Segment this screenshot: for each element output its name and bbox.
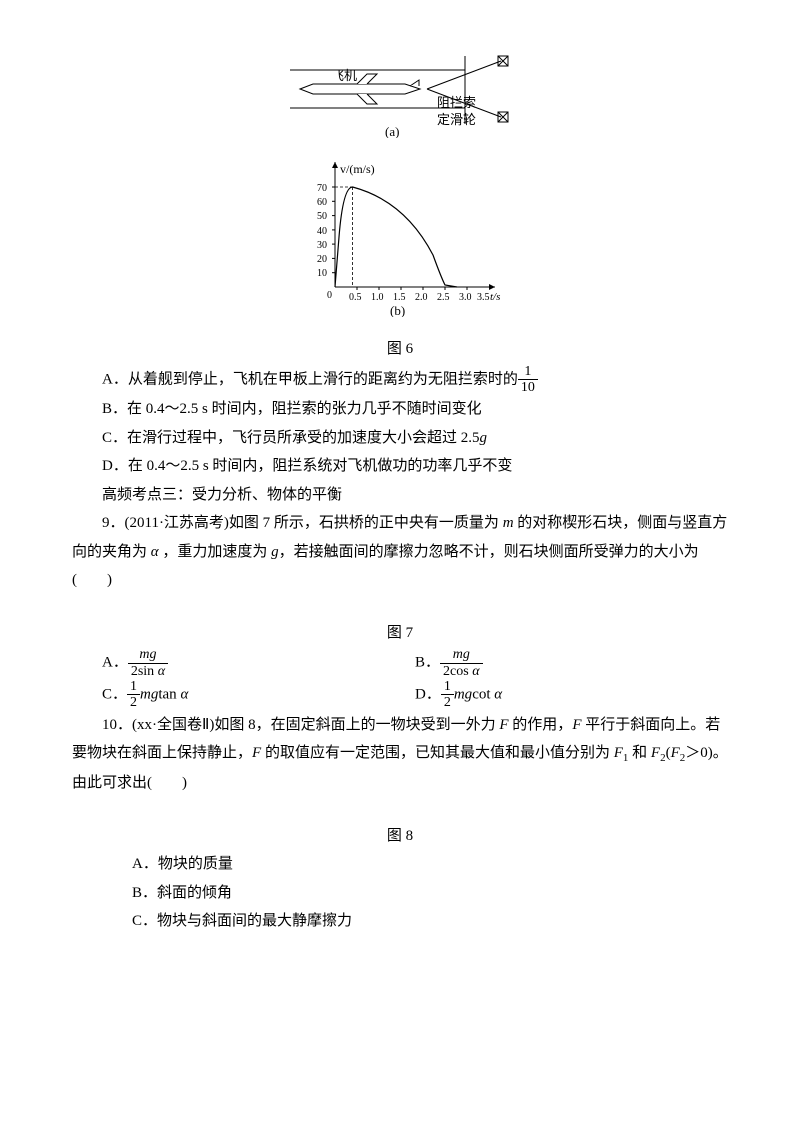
svg-text:20: 20: [317, 254, 327, 265]
option-c: C．在滑行过程中，飞行员所承受的加速度大小会超过 2.5g: [72, 424, 728, 453]
svg-text:70: 70: [317, 183, 327, 194]
fig6-caption: 图 6: [72, 335, 728, 364]
option-a-line: A．从着舰到停止，飞机在甲板上滑行的距离约为无阻拦索时的110: [72, 364, 728, 396]
option-a-text: A．从着舰到停止，飞机在甲板上滑行的距离约为无阻拦索时的: [102, 371, 518, 387]
cable-label: 阻拦索: [437, 95, 476, 110]
q9-opt-d: D．12mgcot α: [415, 679, 728, 711]
option-d: D．在 0.4～2.5 s 时间内，阻拦系统对飞机做功的功率几乎不变: [72, 452, 728, 481]
fig7-caption: 图 7: [72, 619, 728, 648]
svg-text:1.5: 1.5: [393, 292, 406, 303]
graph-xlabel: t/s: [490, 291, 500, 303]
q9-opt-b: B．mg2cos α: [415, 647, 728, 679]
question-9: 9．(2011·江苏高考)如图 7 所示，石拱桥的正中央有一质量为 m 的对称楔…: [72, 509, 728, 595]
topic-3: 高频考点三：受力分析、物体的平衡: [72, 481, 728, 510]
pulley-label: 定滑轮: [437, 112, 476, 127]
svg-text:0.5: 0.5: [349, 292, 362, 303]
svg-text:0: 0: [327, 290, 332, 301]
q9-opt-c: C．12mgtan α: [102, 679, 415, 711]
svg-text:30: 30: [317, 240, 327, 251]
question-10: 10．(xx·全国卷Ⅱ)如图 8，在固定斜面上的一物块受到一外力 F 的作用，F…: [72, 711, 728, 798]
option-b: B．在 0.4～2.5 s 时间内，阻拦索的张力几乎不随时间变化: [72, 395, 728, 424]
svg-text:1.0: 1.0: [371, 292, 384, 303]
figure-a: 飞机 阻拦索 定滑轮 (a): [72, 52, 728, 149]
figure-b: 10 20 30 40 50 60 70 0 0.5 1.0 1.5 2.0 2…: [72, 157, 728, 328]
q9-options-row2: C．12mgtan α D．12mgcot α: [72, 679, 728, 711]
q10-opt-c: C．物块与斜面间的最大静摩擦力: [72, 907, 728, 936]
svg-text:40: 40: [317, 226, 327, 237]
q9-opt-a: A．mg2sin α: [102, 647, 415, 679]
svg-text:60: 60: [317, 197, 327, 208]
svg-text:3.5: 3.5: [477, 292, 490, 303]
graph-ylabel: v/(m/s): [340, 162, 375, 176]
fig-a-sub: (a): [385, 124, 399, 138]
svg-text:3.0: 3.0: [459, 292, 472, 303]
velocity-graph: 10 20 30 40 50 60 70 0 0.5 1.0 1.5 2.0 2…: [295, 157, 505, 317]
fig8-caption: 图 8: [72, 822, 728, 851]
fig-b-sub: (b): [390, 303, 405, 317]
svg-text:2.0: 2.0: [415, 292, 428, 303]
svg-text:2.5: 2.5: [437, 292, 450, 303]
option-a-frac: 110: [518, 364, 538, 396]
plane-label: 飞机: [331, 68, 357, 83]
diagram-a: 飞机 阻拦索 定滑轮 (a): [285, 52, 515, 138]
svg-text:10: 10: [317, 268, 327, 279]
q9-options-row1: A．mg2sin α B．mg2cos α: [72, 647, 728, 679]
q10-opt-a: A．物块的质量: [72, 850, 728, 879]
svg-text:50: 50: [317, 211, 327, 222]
q10-opt-b: B．斜面的倾角: [72, 879, 728, 908]
